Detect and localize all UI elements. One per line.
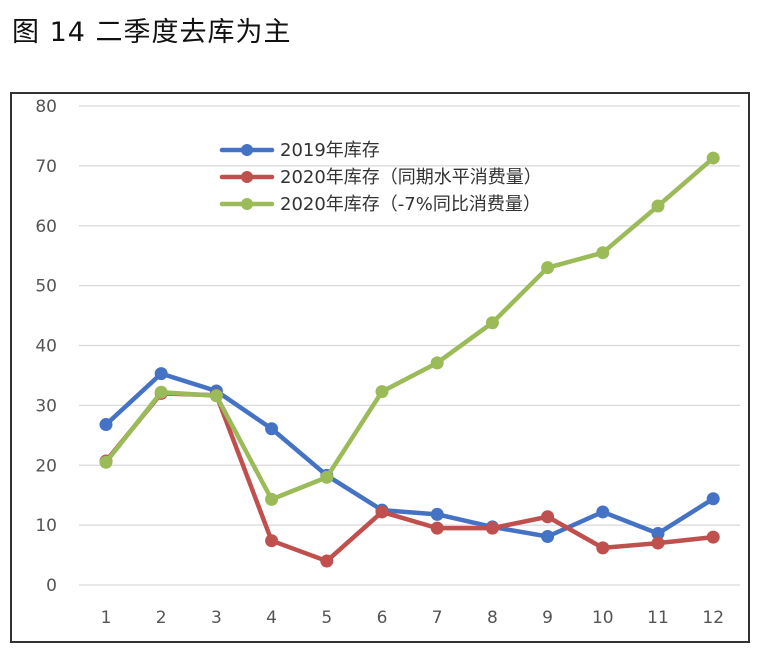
data-point xyxy=(485,521,499,535)
data-point xyxy=(541,261,555,275)
chart-frame xyxy=(10,92,750,643)
x-tick-label: 1 xyxy=(101,608,112,628)
y-tick-label: 30 xyxy=(35,396,57,416)
data-point xyxy=(320,470,334,484)
gridlines xyxy=(79,105,740,586)
data-point xyxy=(651,527,665,541)
legend: 2019年库存 2020年库存（同期水平消费量） 2020年库存（-7%同比消费量） xyxy=(219,140,542,215)
legend-swatch-marker xyxy=(241,144,253,156)
series-2 xyxy=(99,386,720,568)
y-tick-label: 40 xyxy=(35,337,57,357)
x-axis-tick-labels: 1 2 3 4 5 6 7 8 9 10 11 12 xyxy=(101,608,724,628)
data-series xyxy=(99,151,720,568)
legend-label: 2019年库存 xyxy=(280,140,380,161)
y-axis-tick-labels: 0 10 20 30 40 50 60 70 80 xyxy=(35,97,57,596)
data-point xyxy=(375,385,389,399)
y-tick-label: 10 xyxy=(35,516,57,536)
x-tick-label: 5 xyxy=(321,608,332,628)
data-point xyxy=(596,246,610,260)
y-tick-label: 70 xyxy=(35,157,57,177)
series-line xyxy=(103,371,716,539)
legend-item-3: 2020年库存（-7%同比消费量） xyxy=(219,194,541,215)
data-point xyxy=(596,541,610,555)
y-tick-label: 20 xyxy=(35,456,57,476)
legend-swatch-marker xyxy=(241,198,253,210)
series-line xyxy=(103,155,716,502)
data-point xyxy=(99,418,113,432)
x-tick-label: 6 xyxy=(377,608,388,628)
data-point xyxy=(706,530,720,544)
data-point xyxy=(485,316,499,330)
data-point xyxy=(430,507,444,521)
x-tick-label: 2 xyxy=(156,608,167,628)
data-point xyxy=(541,530,555,544)
x-tick-label: 8 xyxy=(487,608,498,628)
figure-title: 图 14 二季度去库为主 xyxy=(12,17,292,48)
data-point xyxy=(154,385,168,399)
data-point xyxy=(320,554,334,568)
legend-label: 2020年库存（同期水平消费量） xyxy=(280,167,542,188)
y-tick-label: 50 xyxy=(35,277,57,297)
x-tick-label: 9 xyxy=(542,608,553,628)
data-point xyxy=(651,536,665,550)
legend-swatch-marker xyxy=(241,171,253,183)
series-line xyxy=(103,391,716,564)
legend-label: 2020年库存（-7%同比消费量） xyxy=(280,194,541,215)
y-tick-label: 0 xyxy=(46,576,57,596)
data-point xyxy=(209,389,223,403)
data-point xyxy=(651,199,665,213)
data-point xyxy=(375,505,389,519)
x-tick-label: 7 xyxy=(432,608,443,628)
data-point xyxy=(541,510,555,524)
data-point xyxy=(265,422,279,436)
legend-item-2: 2020年库存（同期水平消费量） xyxy=(219,167,542,188)
series-3 xyxy=(99,151,720,506)
data-point xyxy=(99,455,113,469)
x-tick-label: 3 xyxy=(211,608,222,628)
data-point xyxy=(706,492,720,506)
x-tick-label: 12 xyxy=(702,608,724,628)
data-point xyxy=(265,534,279,548)
data-point xyxy=(265,492,279,506)
legend-item-1: 2019年库存 xyxy=(219,140,380,161)
data-point xyxy=(430,356,444,370)
x-tick-label: 11 xyxy=(647,608,669,628)
data-point xyxy=(430,521,444,535)
x-tick-label: 10 xyxy=(592,608,614,628)
data-point xyxy=(596,505,610,519)
x-tick-label: 4 xyxy=(266,608,277,628)
y-tick-label: 80 xyxy=(35,97,57,117)
data-point xyxy=(154,367,168,381)
y-tick-label: 60 xyxy=(35,217,57,237)
data-point xyxy=(706,151,720,165)
